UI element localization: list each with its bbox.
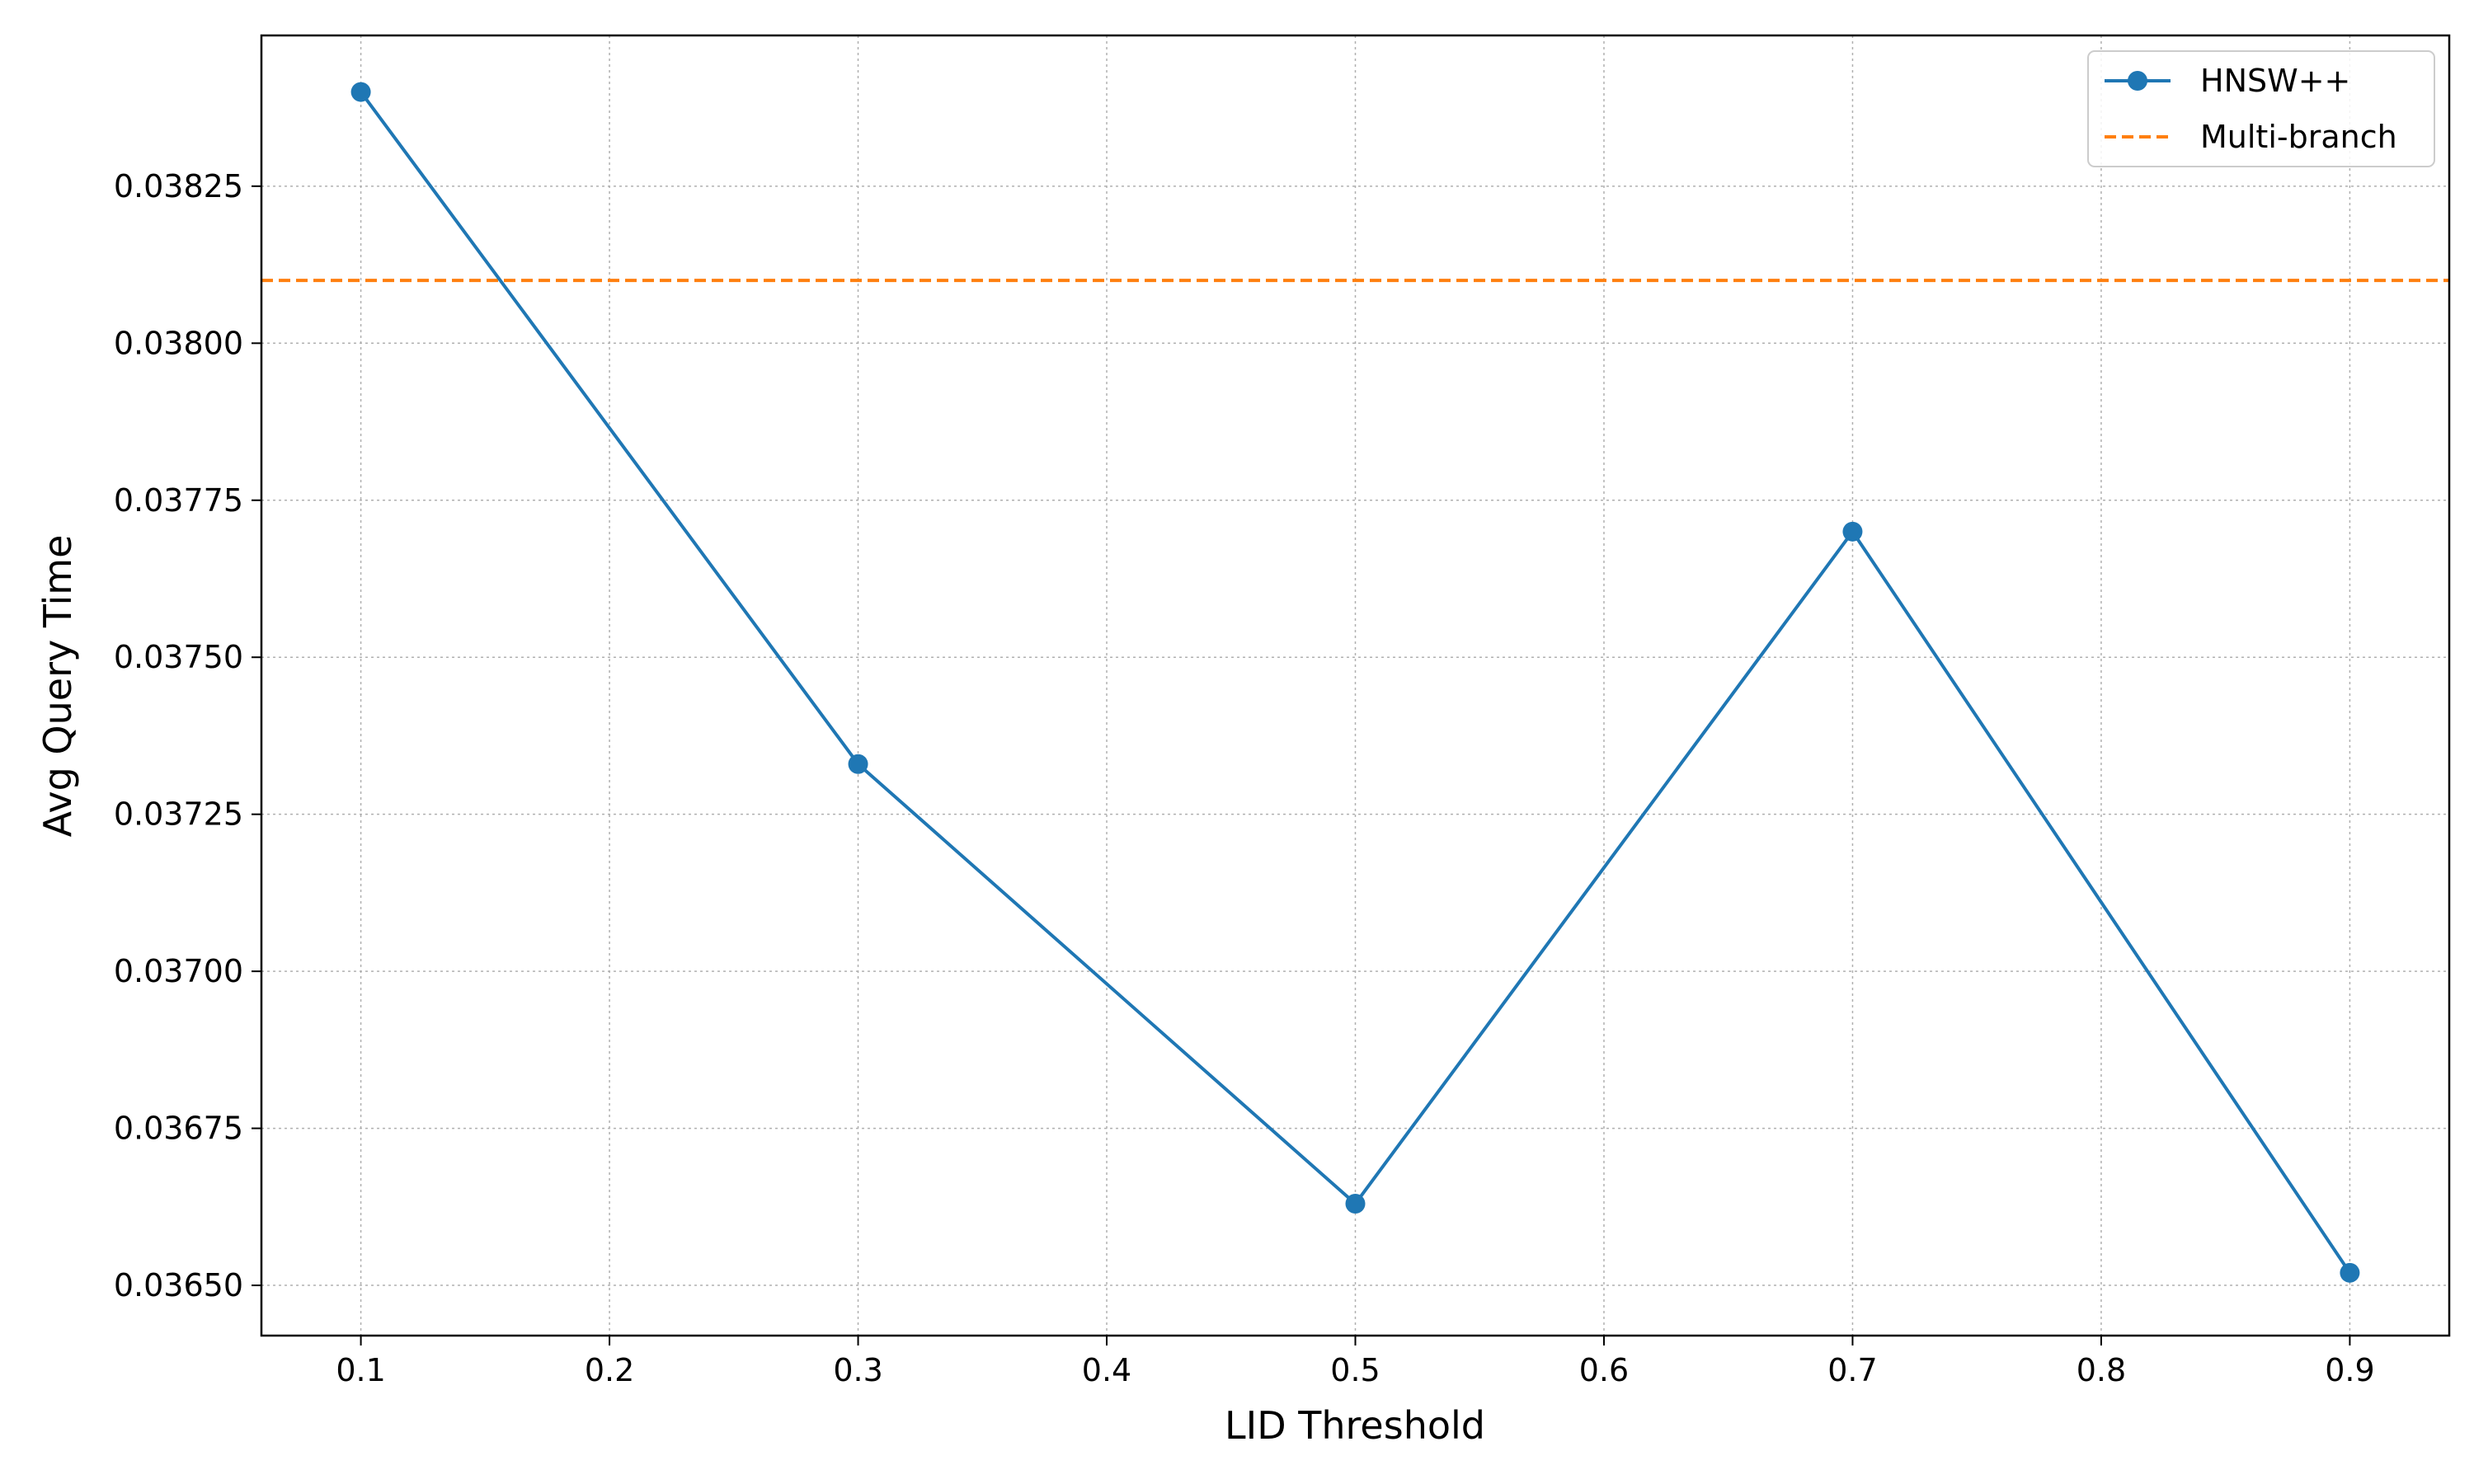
- y-tick-label: 0.03800: [114, 325, 243, 361]
- x-tick-label: 0.2: [585, 1352, 634, 1388]
- legend-marker-hnsw: [2128, 71, 2147, 91]
- x-tick-label: 0.9: [2325, 1352, 2374, 1388]
- y-tick-label: 0.03775: [114, 482, 243, 519]
- legend: HNSW++ Multi-branch: [2087, 50, 2435, 167]
- plot-background: [261, 35, 2449, 1336]
- x-axis: 0.1 0.2 0.3 0.4 0.5 0.6 0.7 0.8 0.9: [336, 1336, 2375, 1388]
- y-tick-label: 0.03750: [114, 639, 243, 675]
- data-point: [350, 82, 371, 102]
- x-tick-label: 0.4: [1082, 1352, 1131, 1388]
- y-tick-label: 0.03675: [114, 1111, 243, 1147]
- legend-label-multi-branch: Multi-branch: [2200, 119, 2397, 155]
- legend-box: [2087, 50, 2435, 167]
- data-point: [1842, 521, 1863, 542]
- y-tick-label: 0.03650: [114, 1267, 243, 1303]
- grid: [261, 35, 2449, 1336]
- x-tick-label: 0.3: [833, 1352, 882, 1388]
- x-tick-label: 0.5: [1330, 1352, 1380, 1388]
- data-point: [1345, 1194, 1366, 1214]
- legend-label-hnsw: HNSW++: [2200, 63, 2350, 99]
- series-layer: [350, 82, 2360, 1283]
- x-tick-label: 0.1: [336, 1352, 385, 1388]
- x-axis-title: LID Threshold: [1225, 1403, 1485, 1448]
- y-axis: 0.03650 0.03675 0.03700 0.03725 0.03750 0.037…: [114, 168, 261, 1303]
- y-tick-label: 0.03725: [114, 796, 243, 833]
- x-tick-label: 0.7: [1827, 1352, 1877, 1388]
- y-axis-title: Avg Query Time: [35, 535, 80, 838]
- x-tick-label: 0.8: [2077, 1352, 2126, 1388]
- y-tick-label: 0.03700: [114, 953, 243, 989]
- x-tick-label: 0.6: [1579, 1352, 1629, 1388]
- y-tick-label: 0.03825: [114, 168, 243, 204]
- data-point: [848, 754, 868, 774]
- data-point: [2340, 1262, 2360, 1283]
